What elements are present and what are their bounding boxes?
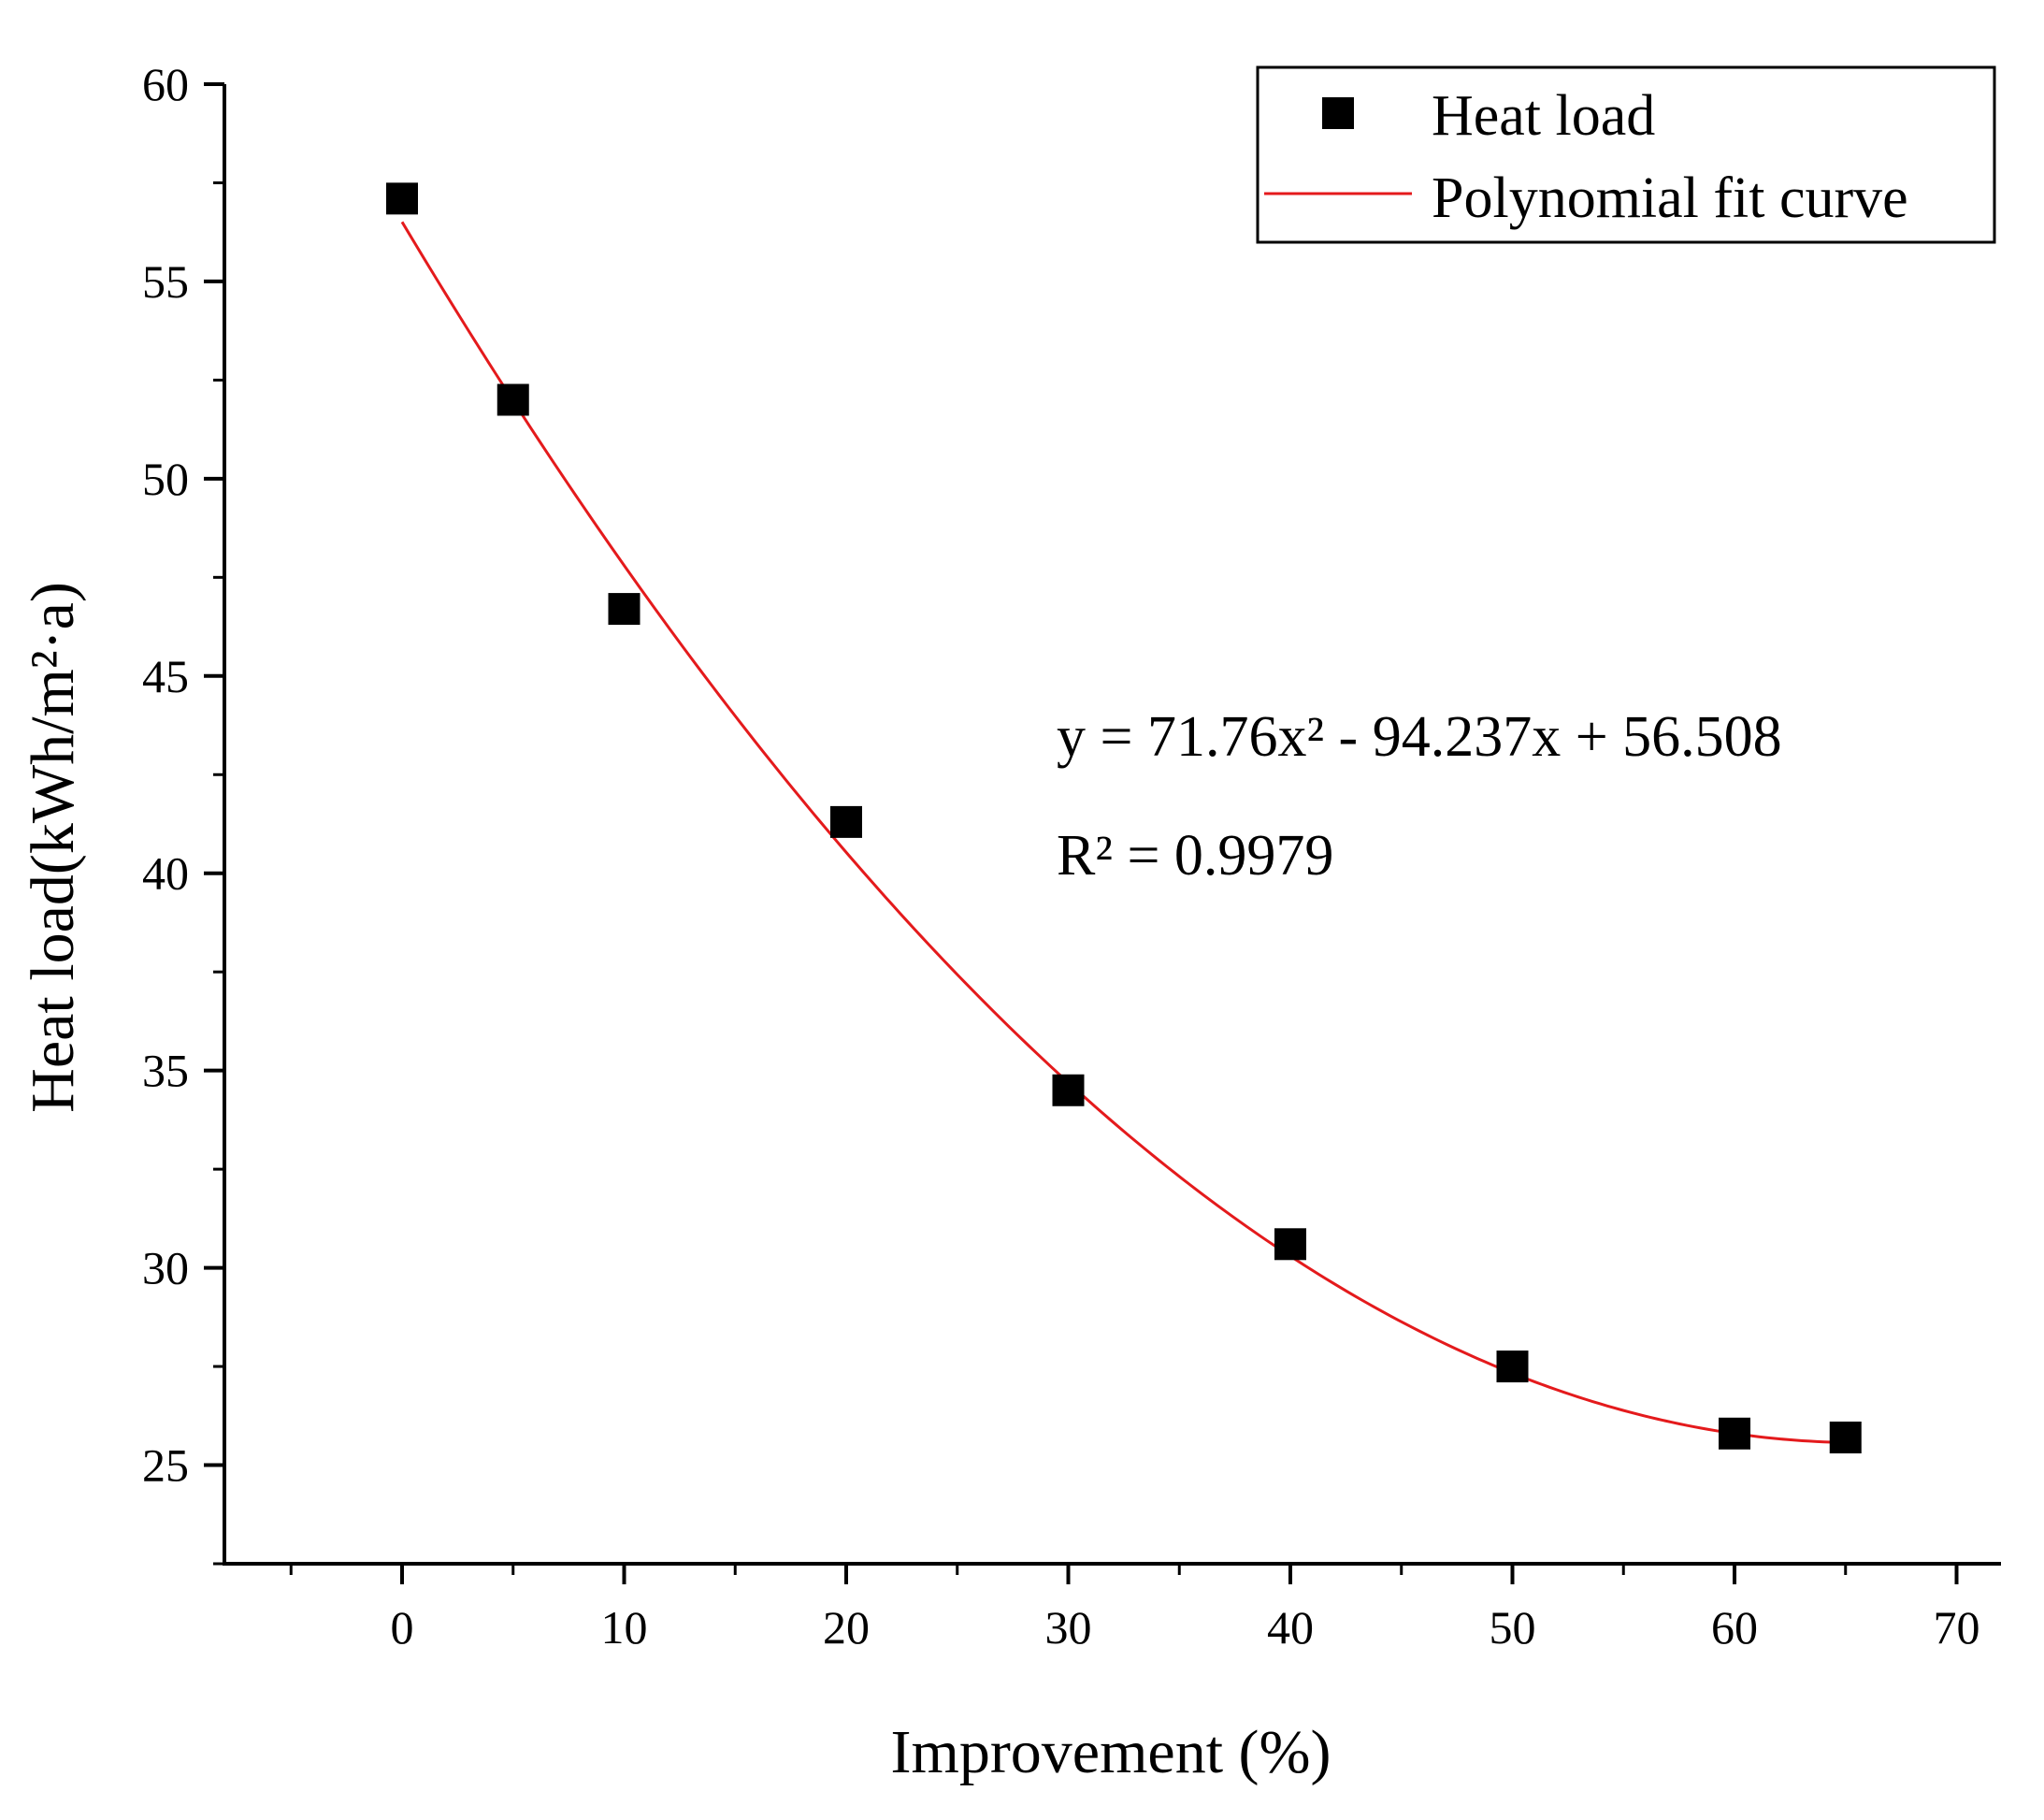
fit-curve-layer bbox=[400, 221, 1846, 1444]
data-point bbox=[1719, 1417, 1750, 1450]
y-tick-label: 45 bbox=[142, 650, 189, 702]
data-point bbox=[1274, 1228, 1306, 1261]
y-tick-label: 30 bbox=[142, 1242, 189, 1294]
y-ticks: 25 30 35 40 45 50 55 60 bbox=[142, 58, 224, 1566]
y-tick-label: 50 bbox=[142, 453, 189, 505]
legend: Heat load Polynomial fit curve bbox=[1256, 65, 1996, 244]
x-tick-label: 10 bbox=[601, 1601, 648, 1654]
x-tick-label: 60 bbox=[1711, 1601, 1758, 1654]
x-tick-label: 20 bbox=[823, 1601, 870, 1654]
fit-equation: y = 71.76x² - 94.237x + 56.508 bbox=[1057, 705, 1782, 769]
x-tick-label: 30 bbox=[1045, 1601, 1092, 1654]
legend-box bbox=[1256, 65, 1996, 244]
y-tick-label: 55 bbox=[142, 255, 189, 308]
data-point bbox=[386, 182, 418, 215]
data-point bbox=[1829, 1422, 1862, 1454]
y-axis-title: Heat load(kWh/m²·a) bbox=[19, 582, 87, 1113]
y-tick-label: 35 bbox=[142, 1045, 189, 1097]
y-tick-label: 40 bbox=[142, 847, 189, 900]
x-tick-label: 0 bbox=[391, 1601, 414, 1654]
legend-label-heat-load: Heat load bbox=[1432, 84, 1655, 148]
x-ticks: 0 10 20 30 40 50 60 70 bbox=[289, 1564, 1980, 1654]
axes bbox=[223, 84, 2001, 1566]
data-point bbox=[830, 805, 862, 838]
x-tick-label: 50 bbox=[1490, 1601, 1536, 1654]
r-squared: R² = 0.9979 bbox=[1057, 824, 1333, 888]
y-tick-label: 25 bbox=[142, 1439, 189, 1492]
data-points-layer bbox=[386, 182, 1862, 1454]
legend-label-fit: Polynomial fit curve bbox=[1432, 166, 1908, 230]
fit-curve-line bbox=[400, 221, 1846, 1444]
x-axis-title: Improvement (%) bbox=[891, 1718, 1331, 1786]
data-point bbox=[1496, 1351, 1529, 1383]
y-tick-label: 60 bbox=[142, 58, 189, 110]
data-point bbox=[497, 383, 529, 416]
x-tick-label: 40 bbox=[1267, 1601, 1314, 1654]
data-point bbox=[608, 593, 641, 626]
x-tick-label: 70 bbox=[1934, 1601, 1980, 1654]
legend-marker-heat-load bbox=[1322, 97, 1354, 129]
data-point bbox=[1052, 1074, 1085, 1106]
